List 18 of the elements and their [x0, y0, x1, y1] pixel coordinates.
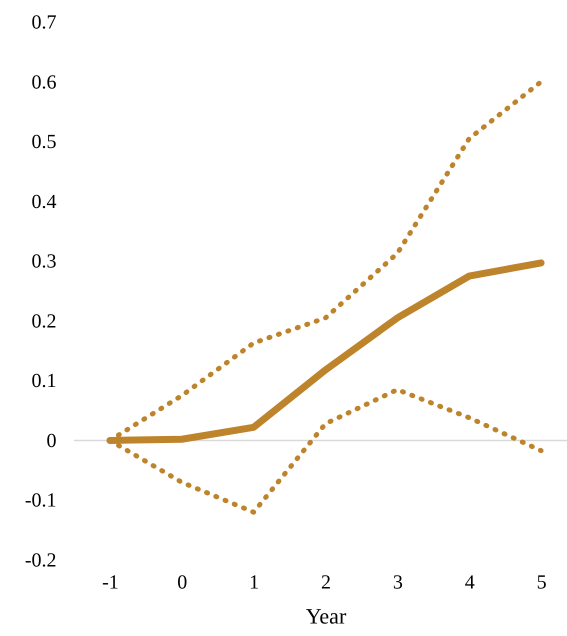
y-tick-label: 0.1	[32, 370, 56, 392]
y-tick-label: 0.5	[32, 131, 56, 154]
y-tick-label: 0.3	[32, 250, 56, 273]
x-tick-label: -1	[102, 572, 119, 594]
x-axis-title: Year	[306, 604, 347, 628]
y-tick-label: 0.2	[32, 310, 56, 332]
y-tick-label: 0.7	[32, 12, 56, 34]
y-tick-label: -0.1	[24, 490, 56, 512]
y-tick-label: -0.2	[24, 550, 56, 572]
x-tick-label: 4	[464, 572, 475, 594]
x-tick-label: 1	[249, 572, 260, 594]
y-tick-label: 0	[46, 430, 56, 452]
x-tick-label: 5	[536, 572, 547, 594]
y-tick-label: 0.4	[32, 190, 56, 213]
x-tick-label: 3	[392, 572, 403, 594]
x-tick-label: 0	[177, 572, 188, 594]
x-tick-label: 2	[321, 572, 331, 594]
y-tick-label: 0.6	[32, 71, 56, 94]
